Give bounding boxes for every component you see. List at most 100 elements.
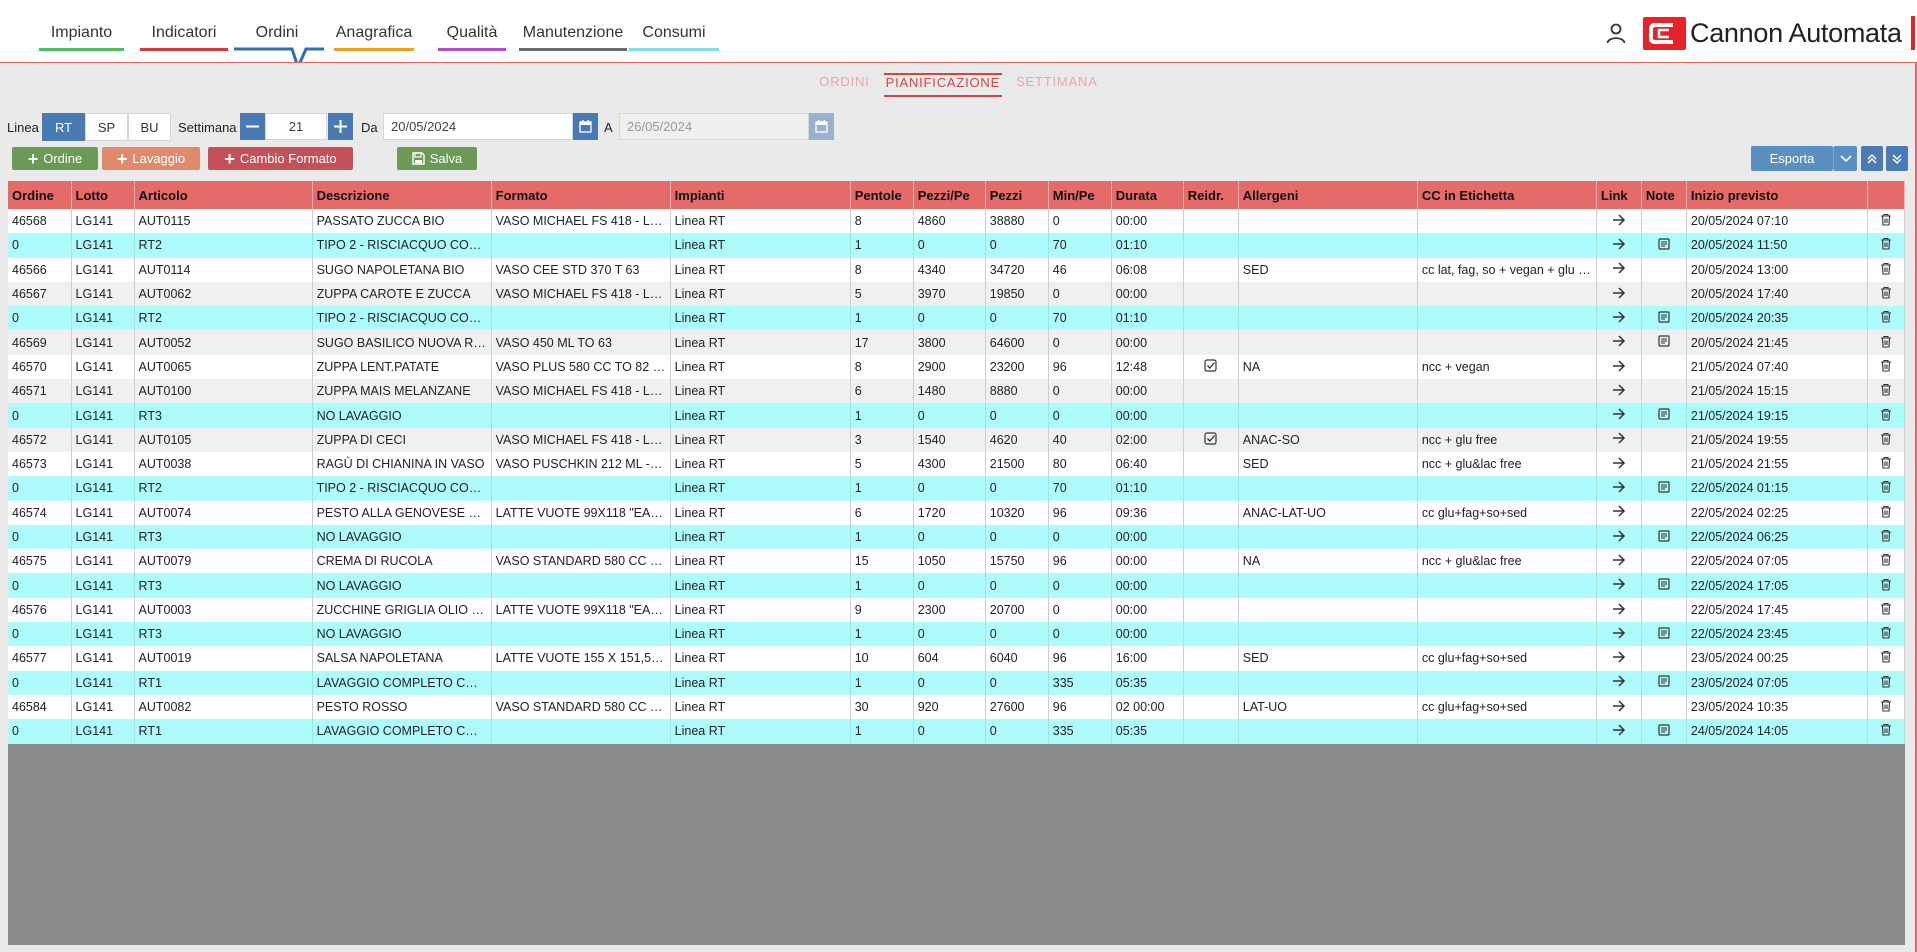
- arrow-right-icon[interactable]: [1612, 627, 1626, 642]
- table-row[interactable]: 0 LG141 RT1 LAVAGGIO COMPLETO CON ... Linea …: [8, 719, 1906, 744]
- table-row[interactable]: 46570 LG141 AUT0065 ZUPPA LENT.PATATE VASO P…: [8, 354, 1906, 380]
- column-header-min-pe[interactable]: Min/Pe: [1048, 181, 1112, 209]
- table-row[interactable]: 0 LG141 RT3 NO LAVAGGIO Linea RT 1 0 0 0 00:00 22/…: [8, 573, 1906, 598]
- note-icon[interactable]: [1658, 311, 1670, 326]
- note-icon[interactable]: [1658, 481, 1670, 496]
- nav-item-anagrafica[interactable]: Anagrafica: [334, 24, 414, 54]
- column-header-allergeni[interactable]: Allergeni: [1238, 181, 1418, 209]
- nav-item-ordini[interactable]: Ordini: [247, 24, 307, 54]
- linea-option-sp[interactable]: SP: [85, 113, 128, 141]
- subtab-settimana[interactable]: SETTIMANA: [1016, 74, 1098, 89]
- column-header-ordine[interactable]: Ordine: [8, 181, 72, 209]
- linea-option-bu[interactable]: BU: [128, 113, 171, 141]
- date-from-input[interactable]: 20/05/2024: [383, 113, 573, 140]
- column-header-durata[interactable]: Durata: [1111, 181, 1184, 209]
- arrow-right-icon[interactable]: [1612, 530, 1626, 545]
- note-icon[interactable]: [1658, 627, 1670, 642]
- column-header-note[interactable]: Note: [1641, 181, 1687, 209]
- trash-icon[interactable]: [1880, 383, 1892, 399]
- nav-item-indicatori[interactable]: Indicatori: [140, 24, 228, 54]
- trash-icon[interactable]: [1880, 432, 1892, 448]
- arrow-right-icon[interactable]: [1612, 675, 1626, 690]
- table-row[interactable]: 46573 LG141 AUT0038 RAGÙ DI CHIANINA IN VAS…: [8, 451, 1906, 477]
- column-header-reidr-[interactable]: Reidr.: [1183, 181, 1239, 209]
- table-row[interactable]: 46568 LG141 AUT0115 PASSATO ZUCCA BIO VASO M…: [8, 209, 1906, 234]
- column-header-pezzi[interactable]: Pezzi: [985, 181, 1049, 209]
- arrow-right-icon[interactable]: [1612, 384, 1626, 399]
- note-icon[interactable]: [1658, 724, 1670, 739]
- table-row[interactable]: 0 LG141 RT2 TIPO 2 - RISCIACQUO CON ... Line…: [8, 306, 1906, 331]
- arrow-right-icon[interactable]: [1612, 238, 1626, 253]
- nav-item-qualit[interactable]: Qualità: [438, 24, 506, 54]
- trash-icon[interactable]: [1880, 408, 1892, 424]
- trash-icon[interactable]: [1880, 359, 1892, 375]
- arrow-right-icon[interactable]: [1612, 214, 1626, 229]
- trash-icon[interactable]: [1880, 335, 1892, 351]
- trash-icon[interactable]: [1880, 650, 1892, 666]
- arrow-right-icon[interactable]: [1612, 602, 1626, 618]
- table-row[interactable]: 46571 LG141 AUT0100 ZUPPA MAIS MELANZANE VAS…: [8, 379, 1906, 404]
- trash-icon[interactable]: [1880, 578, 1892, 594]
- table-row[interactable]: 0 LG141 RT1 LAVAGGIO COMPLETO CON ... Linea …: [8, 670, 1906, 695]
- arrow-right-icon[interactable]: [1612, 335, 1626, 350]
- arrow-right-icon[interactable]: [1612, 311, 1626, 326]
- arrow-right-icon[interactable]: [1612, 432, 1626, 447]
- table-row[interactable]: 46577 LG141 AUT0019 SALSA NAPOLETANA LATTE V…: [8, 646, 1906, 671]
- column-header-articolo[interactable]: Articolo: [134, 181, 313, 209]
- column-header-inizio-previsto[interactable]: Inizio previsto: [1686, 181, 1868, 209]
- trash-icon[interactable]: [1880, 480, 1892, 496]
- note-icon[interactable]: [1658, 238, 1670, 253]
- trash-icon[interactable]: [1880, 262, 1892, 278]
- column-header-formato[interactable]: Formato: [491, 181, 671, 209]
- expand-all-button[interactable]: [1886, 146, 1908, 171]
- column-header-descrizione[interactable]: Descrizione: [312, 181, 492, 209]
- add-lavaggio-button[interactable]: + Lavaggio: [102, 147, 200, 170]
- table-row[interactable]: 46566 LG141 AUT0114 SUGO NAPOLETANA BIO VASO…: [8, 257, 1906, 282]
- arrow-right-icon[interactable]: [1612, 724, 1626, 739]
- table-row[interactable]: 0 LG141 RT3 NO LAVAGGIO Linea RT 1 0 0 0 00:00 21/…: [8, 403, 1906, 428]
- trash-icon[interactable]: [1880, 213, 1892, 229]
- week-decrement-button[interactable]: [240, 113, 265, 140]
- arrow-right-icon[interactable]: [1612, 360, 1626, 375]
- arrow-right-icon[interactable]: [1612, 578, 1626, 593]
- arrow-right-icon[interactable]: [1612, 651, 1626, 666]
- column-header-actions[interactable]: [1867, 181, 1906, 209]
- week-increment-button[interactable]: [328, 113, 353, 140]
- column-header-pentole[interactable]: Pentole: [850, 181, 914, 209]
- column-header-link[interactable]: Link: [1596, 181, 1642, 209]
- user-icon[interactable]: [1604, 21, 1628, 45]
- date-from-calendar-button[interactable]: [573, 113, 598, 140]
- esporta-dropdown-button[interactable]: [1833, 146, 1857, 171]
- nav-item-impianto[interactable]: Impianto: [39, 24, 124, 54]
- subtab-ordini[interactable]: ORDINI: [819, 74, 870, 89]
- trash-icon[interactable]: [1880, 626, 1892, 642]
- trash-icon[interactable]: [1880, 310, 1892, 326]
- subtab-pianificazione[interactable]: PIANIFICAZIONE: [883, 73, 1003, 97]
- trash-icon[interactable]: [1880, 505, 1892, 521]
- table-row[interactable]: 46574 LG141 AUT0074 PESTO ALLA GENOVESE STD…: [8, 500, 1906, 525]
- table-row[interactable]: 0 LG141 RT3 NO LAVAGGIO Linea RT 1 0 0 0 00:00 22/…: [8, 622, 1906, 647]
- nav-item-consumi[interactable]: Consumi: [629, 24, 719, 54]
- add-cambio-formato-button[interactable]: + Cambio Formato: [208, 147, 353, 170]
- arrow-right-icon[interactable]: [1612, 408, 1626, 423]
- arrow-right-icon[interactable]: [1612, 262, 1626, 277]
- salva-button[interactable]: Salva: [397, 147, 477, 170]
- trash-icon[interactable]: [1880, 602, 1892, 618]
- column-header-cc-in-etichetta[interactable]: CC in Etichetta: [1417, 181, 1597, 209]
- column-header-lotto[interactable]: Lotto: [71, 181, 135, 209]
- note-icon[interactable]: [1658, 335, 1670, 350]
- trash-icon[interactable]: [1880, 237, 1892, 253]
- table-row[interactable]: 0 LG141 RT2 TIPO 2 - RISCIACQUO CON ... Line…: [8, 476, 1906, 501]
- week-input[interactable]: 21: [265, 113, 327, 140]
- trash-icon[interactable]: [1880, 529, 1892, 545]
- trash-icon[interactable]: [1880, 675, 1892, 691]
- arrow-right-icon[interactable]: [1612, 287, 1626, 302]
- esporta-button[interactable]: Esporta: [1751, 146, 1833, 171]
- table-row[interactable]: 46584 LG141 AUT0082 PESTO ROSSO VASO STANDAR…: [8, 694, 1906, 720]
- linea-option-rt[interactable]: RT: [42, 113, 85, 141]
- column-header-pezzi-pe[interactable]: Pezzi/Pe: [913, 181, 986, 209]
- trash-icon[interactable]: [1880, 286, 1892, 302]
- arrow-right-icon[interactable]: [1612, 505, 1626, 520]
- trash-icon[interactable]: [1880, 553, 1892, 569]
- table-row[interactable]: 0 LG141 RT2 TIPO 2 - RISCIACQUO CON ... Line…: [8, 233, 1906, 258]
